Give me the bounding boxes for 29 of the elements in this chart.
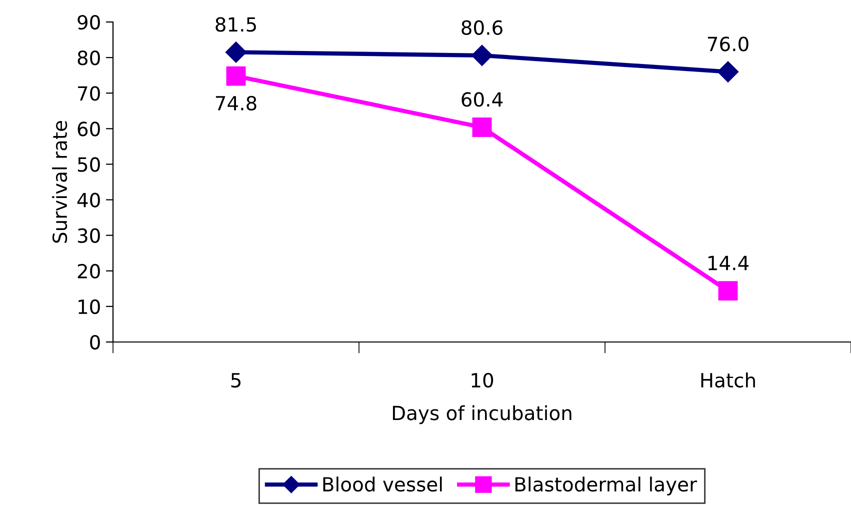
point [717, 61, 739, 82]
point [718, 281, 738, 301]
y-tick-label: 80 [78, 50, 100, 66]
data-label: 60.4 [462, 92, 503, 107]
point [471, 44, 493, 66]
point [225, 42, 247, 63]
y-tick-label: 70 [78, 86, 100, 101]
y-tick-label: 30 [78, 228, 100, 243]
y-axis-title: Survival rate [52, 121, 68, 243]
x-axis-title: Days of incubation [392, 405, 572, 424]
y-tick-label: 90 [78, 14, 100, 30]
x-tick-label: Hatch [701, 372, 755, 388]
legend-label: Blood vessel [323, 476, 442, 492]
y-tick-label: 10 [78, 299, 100, 314]
point [226, 66, 246, 86]
data-label: 14.4 [708, 256, 749, 270]
data-label: 80.6 [462, 20, 502, 35]
legend-label: Blastodermal layer [515, 476, 698, 496]
data-label: 74.8 [216, 96, 256, 111]
x-tick-label: 5 [231, 373, 240, 388]
data-label: 81.5 [216, 17, 256, 32]
y-tick-label: 0 [90, 334, 100, 350]
data-label: 76.0 [708, 36, 748, 52]
point [472, 118, 492, 137]
x-tick-label: 10 [472, 372, 494, 388]
y-tick-label: 60 [78, 122, 100, 136]
y-tick-label: 40 [77, 192, 100, 208]
y-tick-label: 20 [78, 264, 100, 279]
y-tick-label: 50 [78, 157, 100, 172]
